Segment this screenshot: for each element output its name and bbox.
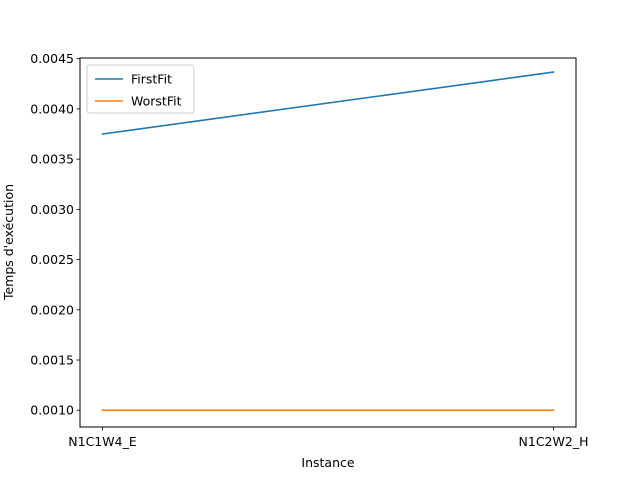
legend-label-firstfit: FirstFit [131, 72, 172, 87]
y-tick-label: 0.0045 [30, 51, 74, 66]
y-tick-label: 0.0020 [30, 302, 74, 317]
x-axis: N1C1W4_E N1C2W2_H [68, 427, 588, 449]
plot-frame [79, 57, 577, 428]
y-tick-label: 0.0010 [30, 403, 74, 418]
plot-area [80, 58, 576, 427]
y-axis: 0.0010 0.0015 0.0020 0.0025 0.0030 0.0035 0.00… [30, 51, 80, 418]
x-tick-label: N1C1W4_E [68, 434, 137, 449]
y-tick-label: 0.0035 [30, 152, 74, 167]
legend: FirstFit WorstFit [86, 64, 195, 114]
series-line-firstfit [101, 71, 555, 135]
y-tick-label: 0.0030 [30, 202, 74, 217]
legend-label-worstfit: WorstFit [131, 94, 182, 109]
y-tick-label: 0.0025 [30, 252, 74, 267]
series-layer [101, 71, 555, 412]
y-tick-label: 0.0040 [30, 101, 74, 116]
y-tick-label: 0.0015 [30, 353, 74, 368]
y-axis-label: Temps d'exécution [1, 184, 16, 301]
x-axis-label: Instance [301, 455, 354, 470]
x-tick-label: N1C2W2_H [519, 434, 589, 449]
